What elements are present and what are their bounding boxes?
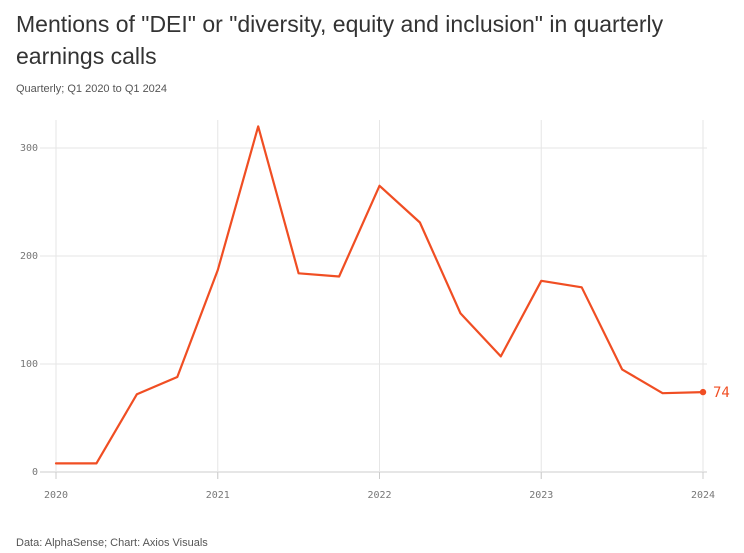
y-tick-label: 300 — [20, 143, 38, 154]
x-tick-label: 2023 — [529, 490, 553, 501]
x-tick-label: 2021 — [206, 490, 230, 501]
chart-subtitle: Quarterly; Q1 2020 to Q1 2024 — [16, 83, 168, 95]
y-tick-label: 0 — [32, 467, 38, 478]
source-note: Data: AlphaSense; Chart: Axios Visuals — [16, 537, 208, 549]
series-line — [54, 125, 705, 465]
y-tick-label: 200 — [20, 251, 38, 262]
x-tick-label: 2020 — [44, 490, 68, 501]
x-tick-label: 2022 — [367, 490, 391, 501]
end-value-label: 74 — [713, 385, 730, 401]
x-tick-label: 2024 — [691, 490, 715, 501]
end-point-marker — [699, 388, 707, 396]
chart-title: Mentions of "DEI" or "diversity, equity … — [16, 11, 664, 69]
y-tick-label: 100 — [20, 359, 38, 370]
